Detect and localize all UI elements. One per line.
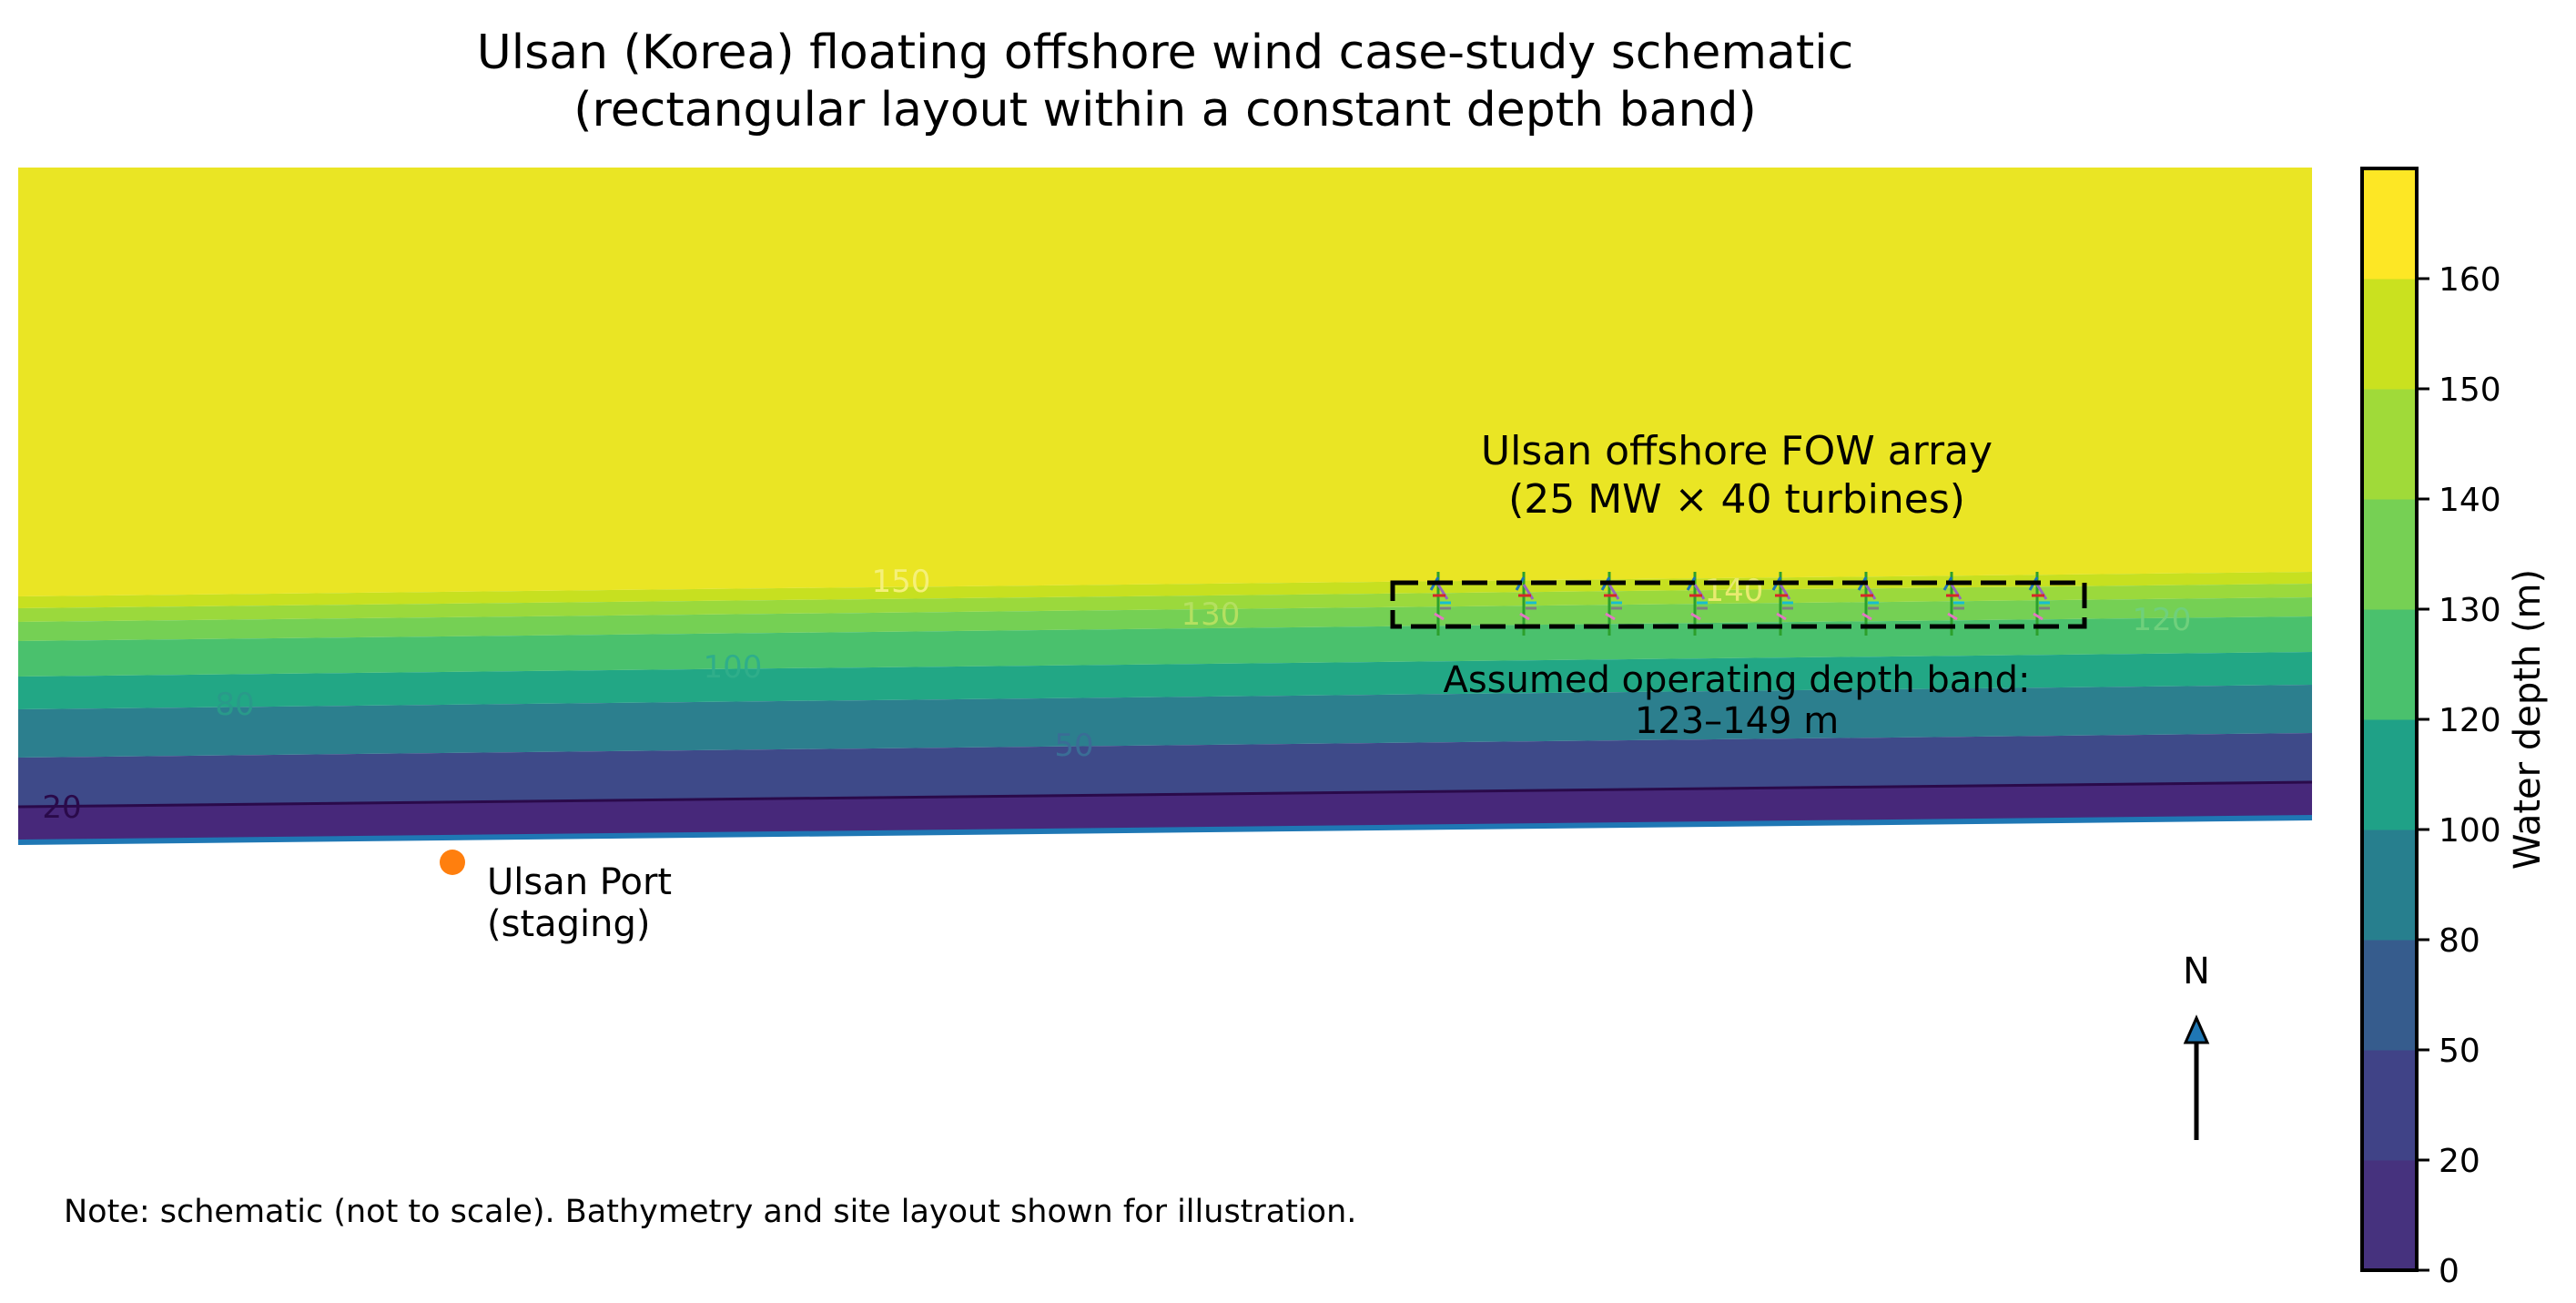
colorbar-band [2362,940,2417,1051]
colorbar-band [2362,719,2417,830]
colorbar-tick-label: 0 [2439,1253,2459,1290]
note-text: Note: schematic (not to scale). Bathymet… [64,1194,1356,1230]
contour-label-50: 50 [1054,728,1093,764]
colorbar-tick-label: 160 [2439,261,2501,299]
colorbar-band [2362,279,2417,390]
array-label-line-2: (25 MW × 40 turbines) [1508,476,1965,523]
north-arrow-icon [2183,1014,2210,1140]
band-80-100 [18,652,2312,709]
colorbar-tick-label: 80 [2439,922,2480,960]
colorbar-label: Water depth (m) [2507,569,2549,870]
colorbar-band [2362,499,2417,610]
title-line-1: Ulsan (Korea) floating offshore wind cas… [477,25,1854,80]
colorbar-band [2362,1050,2417,1161]
band-100-120 [18,616,2312,677]
colorbar-tick-label: 150 [2439,372,2501,409]
band-50-80 [18,685,2312,758]
band-150-160 [18,168,2312,596]
colorbar-tick-label: 140 [2439,482,2501,519]
north-arrow-label: N [2183,951,2210,993]
contour-label-20: 20 [42,789,81,826]
colorbar: 0 20 50 80 100 120 130 140 150 160 Water depth (m… [2360,167,2549,1290]
band-0-20 [18,782,2312,842]
colorbar-band [2362,609,2417,720]
contour-label-140: 140 [1705,573,1764,609]
contour-label-150: 150 [872,564,931,600]
title-line-2: (rectangular layout within a constant de… [573,83,1757,137]
port-label-line-1: Ulsan Port [487,861,672,903]
contour-label-80: 80 [215,687,254,723]
array-label-line-1: Ulsan offshore FOW array [1481,428,1993,474]
contour-label-130: 130 [1182,596,1241,633]
colorbar-band [2362,830,2417,941]
colorbar-band [2362,1160,2417,1271]
map-panel: 150 130 140 120 100 80 50 20 Ulsan offsh… [17,168,2313,1230]
turbine-icon [1429,572,1451,636]
colorbar-tick-label: 20 [2439,1143,2480,1180]
colorbar-band [2362,168,2417,280]
colorbar-tick-label: 120 [2439,702,2501,739]
turbine-icon [1515,572,1536,636]
colorbar-tick-label: 50 [2439,1033,2480,1070]
depth-band-label-line-1: Assumed operating depth band: [1443,659,2030,701]
depth-band-label-line-2: 123–149 m [1635,700,1839,742]
contour-line-20 [17,780,2313,809]
coastline [17,815,2313,845]
port-label-line-2: (staging) [487,903,651,945]
colorbar-tick-label: 100 [2439,812,2501,850]
port-marker [440,850,465,875]
array-boundary [1390,580,2087,629]
contour-label-120: 120 [2133,602,2192,638]
colorbar-tick-label: 130 [2439,592,2501,629]
colorbar-band [2362,389,2417,500]
band-120-130 [18,597,2312,641]
contour-label-100: 100 [704,649,763,686]
band-130-140 [18,584,2312,622]
